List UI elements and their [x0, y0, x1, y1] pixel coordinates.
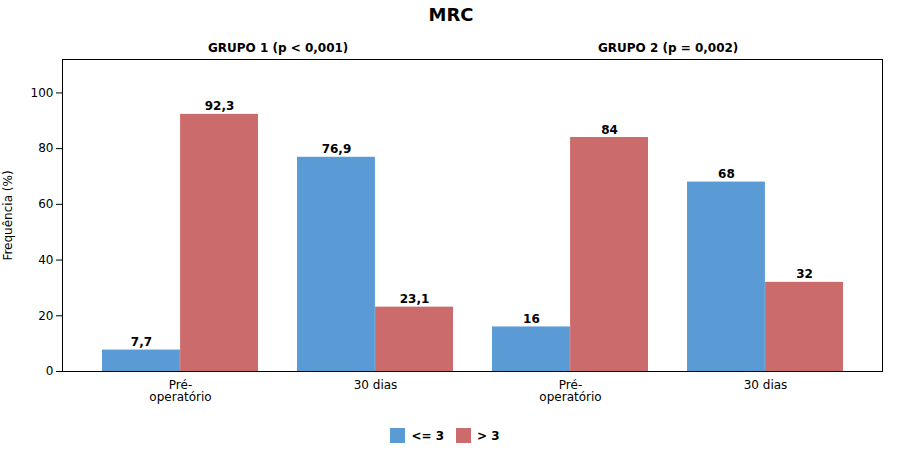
svg-text:30 dias: 30 dias — [744, 378, 788, 392]
svg-text:100: 100 — [31, 86, 54, 100]
svg-text:80: 80 — [38, 141, 53, 155]
svg-text:23,1: 23,1 — [400, 292, 430, 306]
svg-text:30 dias: 30 dias — [354, 378, 398, 392]
svg-text:16: 16 — [523, 312, 540, 326]
svg-text:Pré-operatório: Pré-operatório — [539, 378, 601, 404]
svg-text:0: 0 — [46, 364, 54, 378]
html-text:<= 3: <= 3 — [411, 428, 444, 443]
svg-text:76,9: 76,9 — [322, 142, 352, 156]
svg-text:7,7: 7,7 — [131, 335, 152, 349]
svg-text:20: 20 — [38, 309, 53, 323]
svg-text:60: 60 — [38, 197, 53, 211]
svg-text:40: 40 — [38, 253, 53, 267]
svg-text:GRUPO 1 (p < 0,001): GRUPO 1 (p < 0,001) — [208, 41, 348, 55]
svg-text:68: 68 — [718, 167, 735, 181]
html-text:MRC: MRC — [428, 4, 474, 25]
svg-text:84: 84 — [601, 123, 618, 137]
svg-text:92,3: 92,3 — [205, 99, 235, 113]
html-text:> 3: > 3 — [477, 428, 500, 443]
svg-text:Frequência (%): Frequência (%) — [1, 170, 15, 260]
svg-text:Pré-operatório: Pré-operatório — [149, 378, 211, 404]
svg-text:32: 32 — [796, 267, 813, 281]
svg-text:GRUPO 2 (p = 0,002): GRUPO 2 (p = 0,002) — [598, 41, 738, 55]
